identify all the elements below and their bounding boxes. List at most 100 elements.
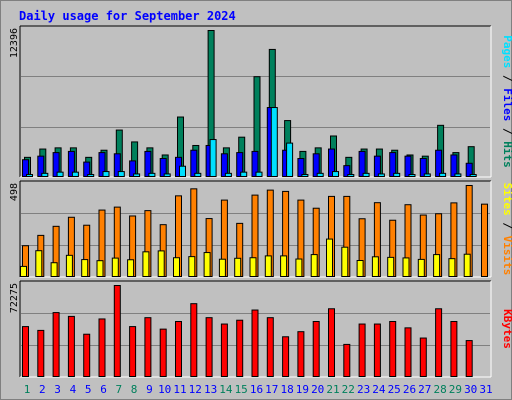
- bar-kbytes-day-30: [465, 340, 473, 378]
- bar-pages-day-28: [439, 172, 447, 178]
- bar-pages-day-26: [408, 174, 416, 178]
- bar-kbytes-day-18: [282, 336, 290, 378]
- bar-visits-day-31: [481, 203, 488, 277]
- bar-files-day-8: [129, 160, 137, 178]
- bar-sites-day-7: [111, 257, 119, 278]
- x-tick-day-9: 9: [146, 383, 153, 396]
- bar-kbytes-day-13: [205, 317, 213, 377]
- bar-kbytes-day-1: [22, 326, 29, 378]
- legend-sites: Sites: [501, 183, 512, 216]
- legend-separator: /: [501, 216, 512, 236]
- bar-pages-day-1: [26, 174, 33, 178]
- y-max-label: 72275: [9, 283, 20, 313]
- panel-hits-files-pages: 12396 Pages / Files / Hits: [9, 25, 512, 178]
- bar-sites-day-12: [188, 256, 196, 278]
- x-tick-day-21: 21: [326, 383, 339, 396]
- legend-hits: Hits: [501, 141, 512, 168]
- bar-pages-day-16: [255, 171, 263, 178]
- x-tick-day-30: 30: [464, 383, 477, 396]
- bar-kbytes-day-15: [236, 319, 244, 377]
- x-tick-day-10: 10: [158, 383, 171, 396]
- bar-kbytes-day-20: [312, 320, 320, 377]
- bar-pages-day-24: [377, 173, 385, 177]
- bar-kbytes-day-24: [373, 323, 381, 378]
- bar-files-day-2: [37, 155, 45, 177]
- x-tick-day-25: 25: [388, 383, 401, 396]
- bar-kbytes-day-2: [37, 329, 45, 377]
- bar-pages-day-13: [209, 139, 217, 177]
- bar-kbytes-day-19: [297, 331, 305, 377]
- bar-kbytes-day-14: [220, 323, 228, 378]
- bar-pages-day-7: [117, 171, 125, 177]
- bar-kbytes-day-12: [190, 303, 198, 377]
- bar-kbytes-day-7: [113, 285, 121, 377]
- legend-kbytes: KBytes: [501, 309, 512, 349]
- bar-sites-day-18: [280, 255, 288, 278]
- bar-pages-day-8: [133, 173, 141, 177]
- bar-files-day-1: [22, 159, 29, 178]
- bar-sites-day-27: [417, 258, 425, 277]
- x-tick-day-22: 22: [342, 383, 355, 396]
- series-files: [22, 107, 473, 178]
- legend-pages: Pages: [501, 35, 512, 68]
- bar-sites-day-25: [387, 256, 395, 278]
- bar-sites-day-29: [448, 258, 456, 277]
- x-axis: 1 2 3 4 5 6 7 8 9 10 11 12 13 14 15 16 17 18 19 20 21 22 23 24 2…: [24, 383, 493, 396]
- side-legend: Pages / Files / Hits: [501, 35, 512, 168]
- x-tick-day-28: 28: [433, 383, 446, 396]
- chart-title: Daily usage for September 2024: [19, 9, 236, 23]
- bar-pages-day-6: [102, 171, 110, 177]
- x-tick-day-14: 14: [219, 383, 233, 396]
- bar-files-day-30: [465, 162, 473, 178]
- bar-sites-day-19: [295, 258, 303, 277]
- x-tick-day-1: 1: [24, 383, 31, 396]
- bar-pages-day-11: [179, 165, 186, 177]
- bar-kbytes-day-28: [435, 308, 443, 377]
- bar-pages-day-15: [240, 171, 248, 178]
- x-tick-day-6: 6: [100, 383, 107, 396]
- legend-files: Files: [501, 88, 512, 121]
- bar-files-day-12: [190, 149, 198, 177]
- bar-sites-day-24: [371, 256, 379, 277]
- bar-kbytes-day-26: [404, 327, 412, 378]
- bar-sites-day-21: [326, 238, 333, 277]
- bar-pages-day-19: [301, 174, 309, 178]
- x-tick-day-29: 29: [449, 383, 462, 396]
- bar-sites-day-2: [35, 250, 43, 277]
- x-tick-day-8: 8: [131, 383, 138, 396]
- bar-files-day-23: [358, 150, 366, 177]
- bar-pages-day-21: [332, 171, 339, 177]
- bar-kbytes-day-6: [98, 318, 106, 377]
- bar-pages-day-20: [316, 172, 324, 178]
- bar-files-day-29: [450, 154, 458, 177]
- x-tick-day-11: 11: [173, 383, 186, 396]
- bar-sites-day-6: [96, 260, 104, 277]
- x-tick-day-5: 5: [85, 383, 92, 396]
- legend-separator: /: [501, 68, 512, 88]
- bar-sites-day-17: [264, 255, 272, 278]
- bar-sites-day-8: [127, 259, 135, 277]
- bar-sites-day-16: [249, 257, 257, 278]
- bar-sites-day-1: [20, 265, 27, 277]
- bar-sites-day-14: [218, 258, 226, 278]
- x-tick-day-13: 13: [204, 383, 217, 396]
- bar-pages-day-22: [347, 174, 355, 178]
- bar-files-day-14: [220, 153, 228, 177]
- bar-sites-day-22: [341, 246, 349, 277]
- bar-kbytes-day-5: [83, 333, 91, 377]
- bar-files-day-24: [373, 155, 381, 177]
- legend-separator: /: [501, 121, 512, 141]
- bar-files-day-5: [83, 161, 91, 178]
- x-tick-day-17: 17: [265, 383, 278, 396]
- x-tick-day-31: 31: [479, 383, 492, 396]
- bar-kbytes-day-17: [266, 317, 274, 377]
- x-tick-day-24: 24: [372, 383, 386, 396]
- x-tick-day-23: 23: [357, 383, 370, 396]
- bar-kbytes-day-16: [251, 309, 259, 378]
- x-tick-day-4: 4: [70, 383, 77, 396]
- bar-files-day-22: [343, 165, 351, 178]
- x-tick-day-2: 2: [39, 383, 46, 396]
- bar-sites-day-5: [81, 259, 89, 278]
- bar-kbytes-day-25: [389, 320, 397, 377]
